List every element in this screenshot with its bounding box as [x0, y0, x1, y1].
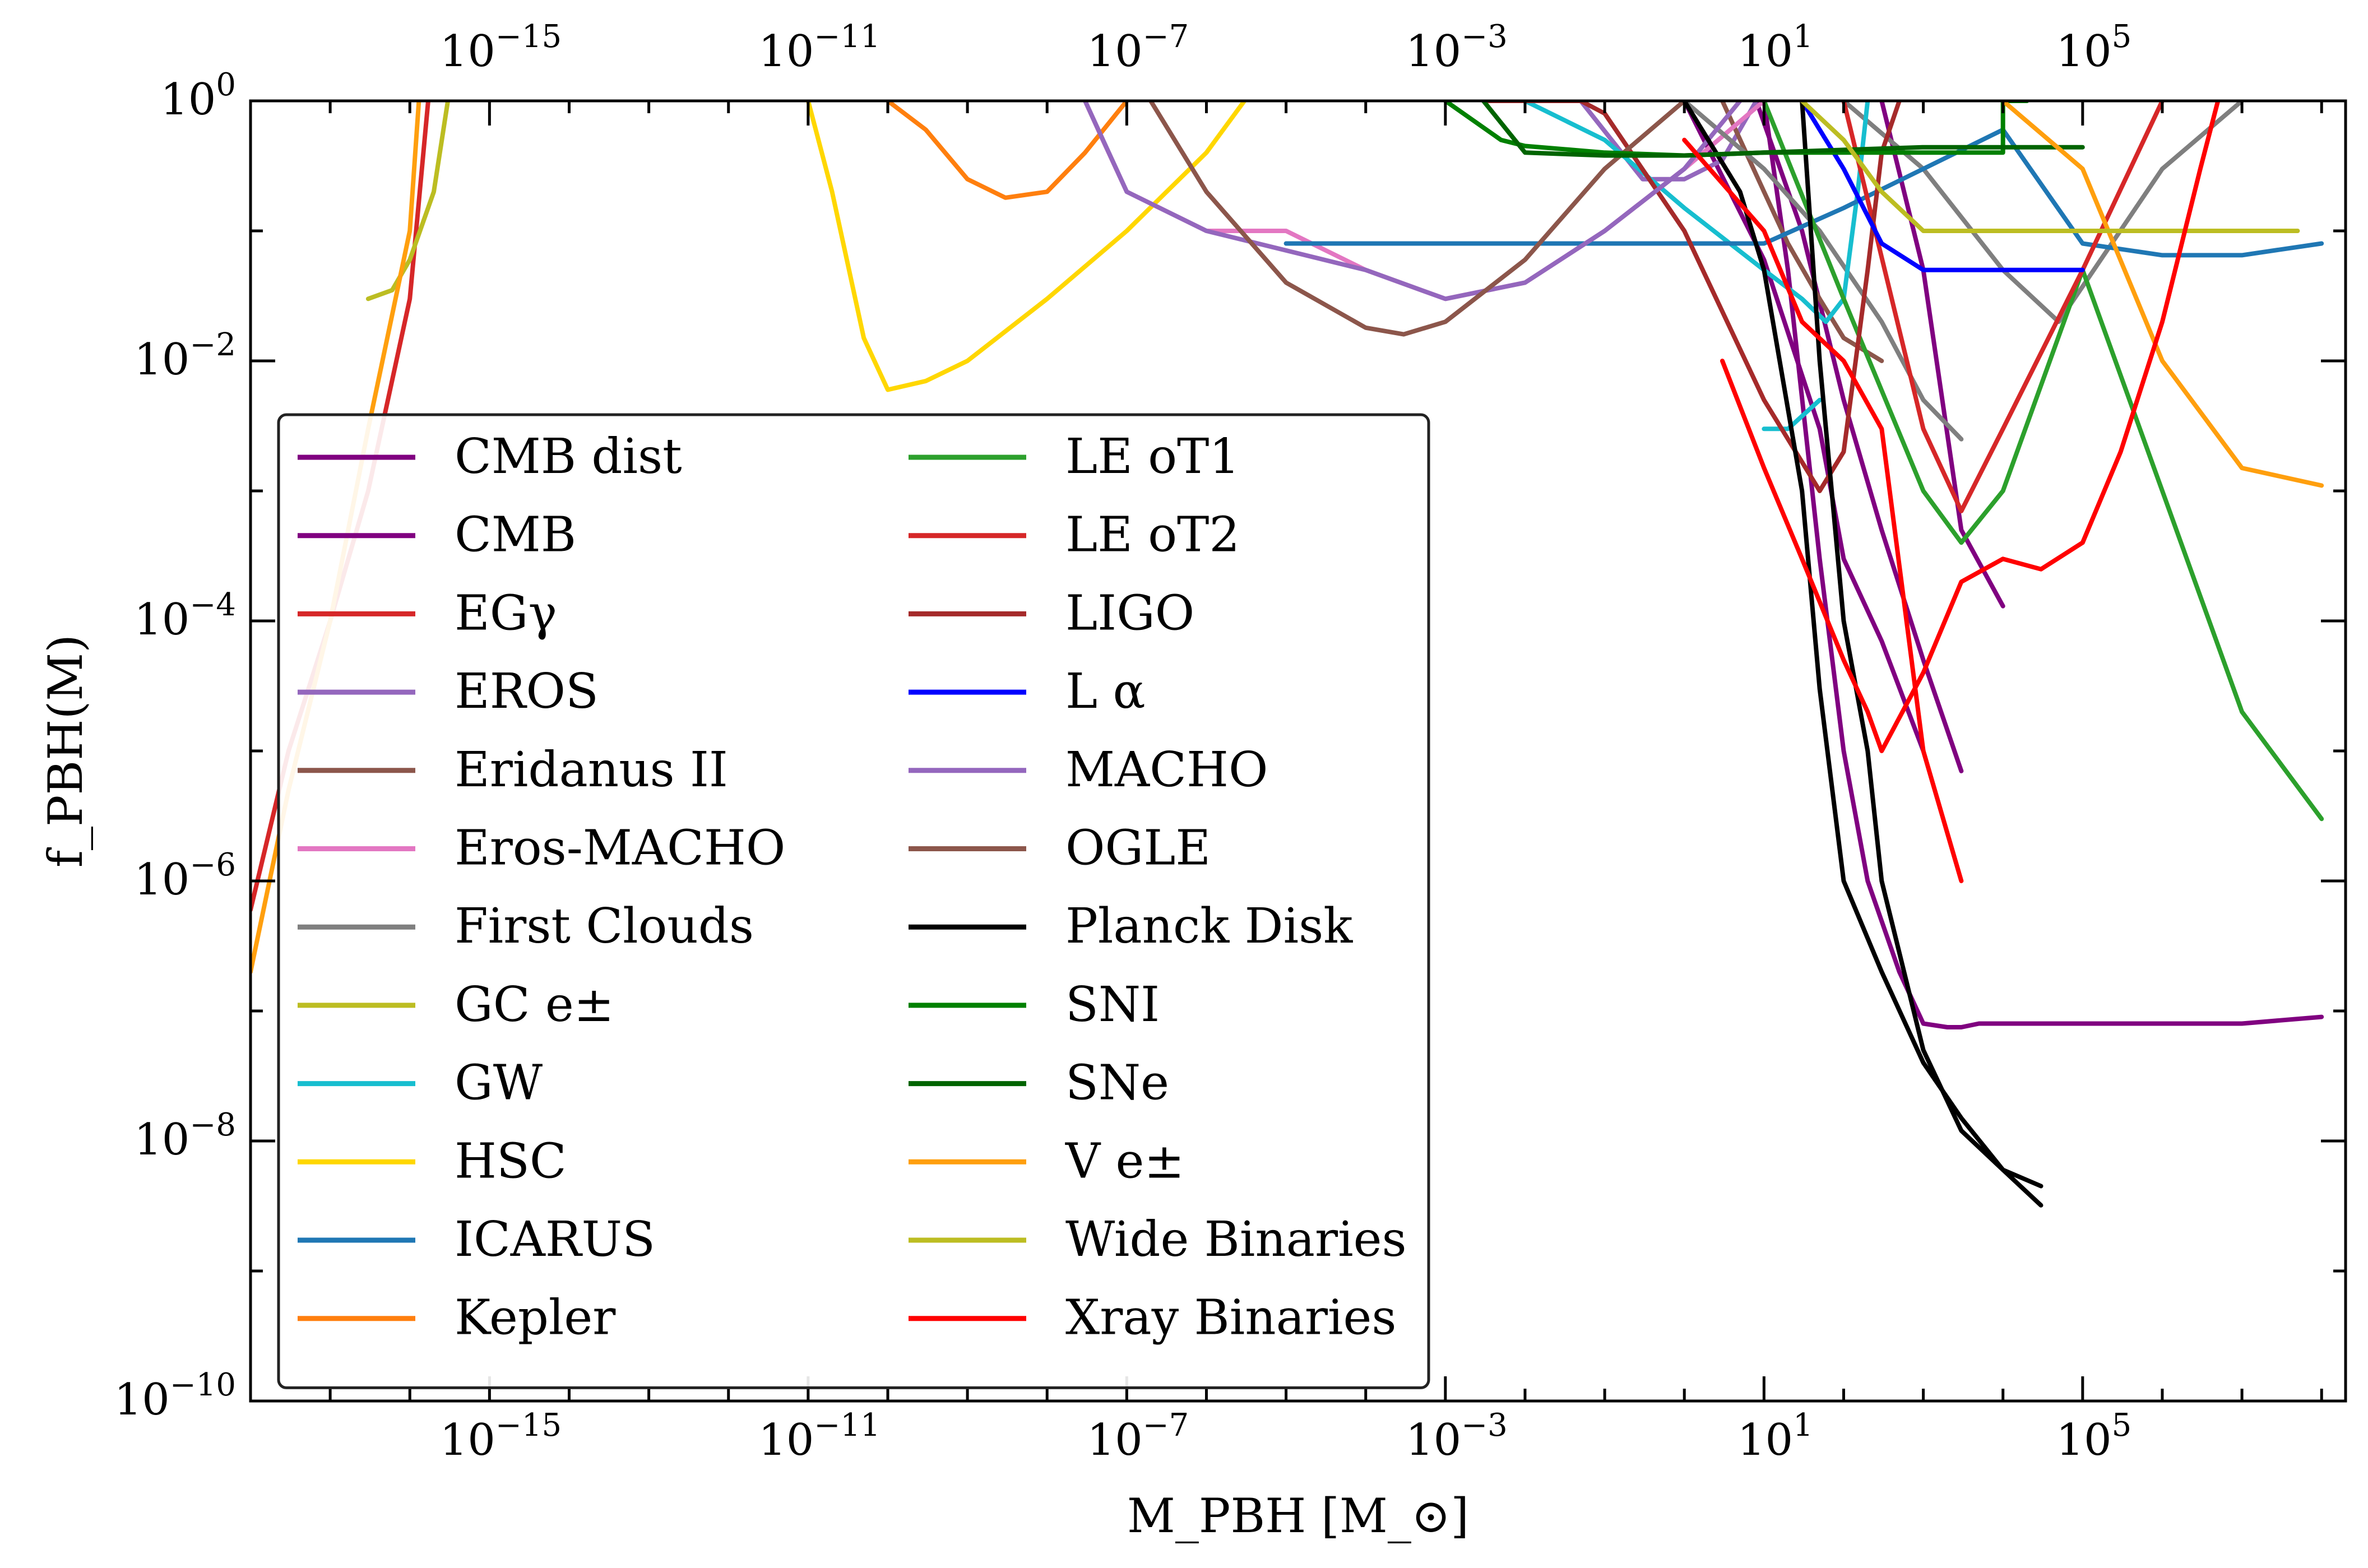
legend-label-ogle: OGLE	[1065, 820, 1211, 876]
tick-label: 10−15	[440, 1407, 562, 1465]
axis-labels: M_PBH [M_⊙] f_PBH(M)	[38, 634, 1469, 1543]
axis-ticks	[251, 99, 2346, 1403]
series-line-ogle	[1148, 101, 1687, 337]
series-line-hsc	[805, 101, 1247, 392]
series-line-planck-disk	[1800, 101, 2043, 1189]
legend-label-ligo: LIGO	[1065, 585, 1194, 641]
tick-label: 10−6	[134, 847, 236, 905]
series-line-xray-binaries	[1682, 137, 1964, 883]
legend-label-eridanus-ii: Eridanus II	[455, 742, 728, 798]
legend-box	[277, 413, 1430, 1389]
legend-label-le-ot2: LE oT2	[1065, 507, 1240, 563]
legend-label-gc-e: GC e±	[455, 977, 614, 1033]
tick-label: 10−11	[758, 1407, 880, 1465]
legend-label-hsc: HSC	[455, 1133, 567, 1189]
series-line-cmb-dist	[1754, 101, 1964, 773]
legend: CMB dist CMB EGγ EROS Eridanus II Eros-MACHO F…	[277, 413, 1430, 1389]
series-line-v-e	[2000, 101, 2324, 488]
series-line-le-ot1	[1762, 101, 2324, 822]
tick-label: 10−15	[440, 18, 562, 77]
plot-frame	[249, 99, 2347, 1403]
legend-label-cmb: CMB	[455, 507, 576, 563]
tick-label: 10−7	[1087, 1407, 1189, 1465]
legend-label-first-clouds: First Clouds	[455, 898, 754, 954]
tick-label: 10−3	[1406, 1407, 1508, 1465]
series-line-eridanus-ii	[1720, 101, 1884, 363]
series-line-planck-disk	[1682, 101, 2043, 1208]
tick-label: 10−2	[134, 327, 236, 385]
series-line-icarus	[1283, 127, 2324, 258]
legend-label-xray-binaries: Xray Binaries	[1065, 1290, 1397, 1346]
legend-label-v-e: V e±	[1065, 1133, 1184, 1189]
legend-label-sne: SNe	[1065, 1055, 1169, 1111]
legend-label-eros: EROS	[455, 664, 599, 720]
legend-label-sni: SNI	[1065, 977, 1160, 1033]
series-line-gw	[1762, 397, 1822, 432]
series-line-first-clouds	[1682, 101, 1964, 442]
tick-label: 100	[160, 67, 236, 125]
tick-label: 101	[1737, 18, 1813, 77]
tick-label: 10−11	[758, 18, 880, 77]
series-lines	[251, 101, 2324, 1208]
tick-label: 10−8	[134, 1107, 236, 1165]
y-axis-label: f_PBH(M)	[38, 634, 93, 867]
tick-label: 10−10	[114, 1367, 236, 1425]
legend-label-le-ot1: LE oT1	[1065, 429, 1240, 485]
legend-label-icarus: ICARUS	[455, 1212, 655, 1268]
series-line-macho	[1083, 101, 1743, 301]
series-line-l	[1800, 101, 2085, 272]
series-line-sne	[1481, 101, 2085, 158]
legend-label-l: L α	[1065, 664, 1146, 720]
tick-label: 105	[2056, 1407, 2131, 1465]
legend-label-planck-disk: Planck Disk	[1065, 898, 1353, 954]
legend-label-cmb-dist: CMB dist	[455, 429, 682, 485]
tick-label: 105	[2056, 18, 2131, 77]
legend-label-wide-binaries: Wide Binaries	[1065, 1212, 1407, 1268]
tick-label: 10−7	[1087, 18, 1189, 77]
legend-label-kepler: Kepler	[455, 1290, 616, 1346]
series-line-le-ot2	[1841, 101, 2165, 513]
legend-label-eros-macho: Eros-MACHO	[455, 820, 785, 876]
tick-label: 10−3	[1406, 18, 1508, 77]
legend-label-eg: EGγ	[455, 585, 557, 641]
series-line-wide-binaries	[1800, 101, 2300, 233]
series-line-gw	[1523, 101, 1870, 324]
tick-label: 101	[1737, 1407, 1813, 1465]
tick-labels: 10−15 10−15 10−11 10−11 10−7 10−7 10−3 10−3 101 1…	[114, 18, 2132, 1465]
series-line-ligo	[1481, 101, 1902, 493]
series-line-gc-e	[365, 101, 451, 301]
legend-label-macho: MACHO	[1065, 742, 1268, 798]
series-line-xray-binaries	[1720, 101, 2221, 753]
legend-label-gw: GW	[455, 1055, 543, 1111]
series-line-kepler	[886, 101, 1129, 200]
x-axis-label: M_PBH [M_⊙]	[1127, 1488, 1469, 1543]
series-line-first-clouds	[1841, 101, 2245, 324]
tick-label: 10−4	[134, 587, 236, 645]
